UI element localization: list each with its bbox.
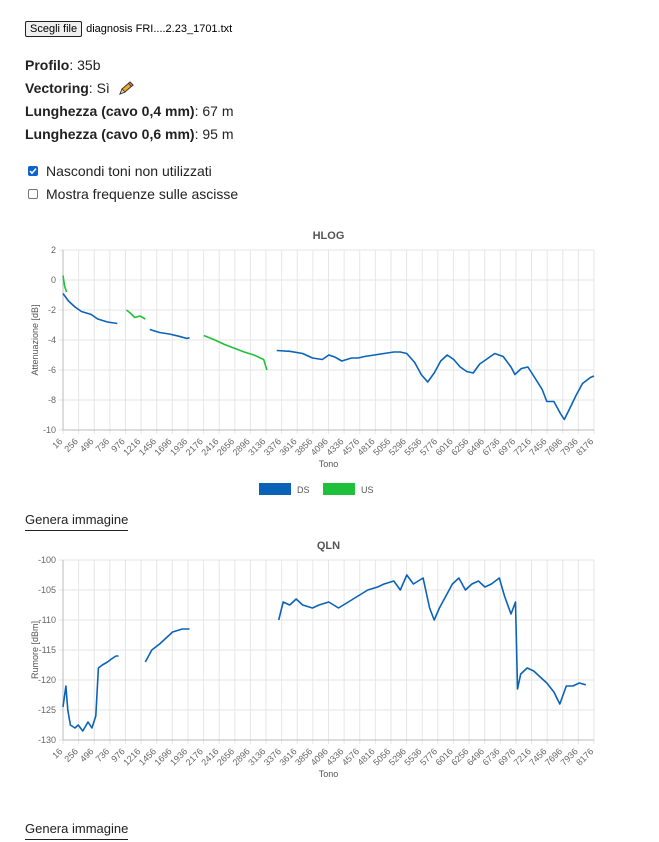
x-axis-label: Tono — [319, 769, 339, 779]
chart-title: QLN — [317, 540, 340, 552]
vectoring-info: Vectoring: Sì — [25, 80, 134, 96]
profile-value: 35b — [77, 57, 101, 73]
show-frequencies-option[interactable]: Mostra frequenze sulle ascisse — [28, 186, 238, 202]
file-picker: Scegli file diagnosis FRI....2.23_1701.t… — [25, 21, 232, 37]
y-tick-label: -6 — [48, 365, 56, 375]
length-04-label: Lunghezza (cavo 0,4 mm) — [25, 103, 195, 119]
length-06-info: Lunghezza (cavo 0,6 mm): 95 m — [25, 126, 234, 142]
legend-label-ds: DS — [297, 485, 310, 495]
show-frequencies-label: Mostra frequenze sulle ascisse — [46, 186, 239, 202]
vectoring-label: Vectoring — [25, 80, 89, 96]
x-tick-label: 736 — [94, 436, 112, 454]
x-tick-label: 496 — [78, 746, 96, 764]
hide-unused-tones-checkbox[interactable] — [28, 166, 38, 176]
y-axis-label: Attenuazione [dB] — [30, 304, 40, 375]
y-tick-label: -8 — [48, 395, 56, 405]
pencil-icon — [118, 81, 134, 95]
y-tick-label: 2 — [51, 245, 56, 255]
y-tick-label: -130 — [38, 735, 56, 745]
ds-series-line — [276, 349, 595, 421]
y-tick-label: -115 — [39, 645, 56, 655]
y-tick-label: -105 — [38, 585, 56, 595]
y-tick-label: -100 — [38, 555, 56, 565]
y-tick-label: -10 — [43, 425, 56, 435]
y-tick-label: -120 — [38, 675, 56, 685]
ds-series-line — [62, 293, 118, 325]
y-tick-label: -125 — [38, 705, 56, 715]
qln-series-line — [277, 574, 587, 705]
generate-image-button-hlog[interactable]: Genera immagine — [25, 512, 129, 531]
length-06-value: 95 m — [202, 126, 234, 142]
y-tick-label: 0 — [51, 275, 56, 285]
x-tick-label: 256 — [62, 746, 80, 764]
x-axis-label: Tono — [319, 459, 339, 469]
vectoring-value: Sì — [96, 80, 110, 96]
legend-swatch-us — [323, 483, 355, 495]
x-tick-label: 16 — [50, 746, 64, 760]
us-series-line — [125, 309, 146, 320]
x-tick-label: 256 — [62, 436, 80, 454]
us-series-line — [203, 334, 268, 371]
qln-series-line — [144, 628, 190, 663]
y-tick-label: -110 — [39, 615, 56, 625]
x-tick-label: 8176 — [574, 746, 595, 767]
qln-series-line — [62, 655, 119, 732]
y-tick-label: -2 — [48, 305, 56, 315]
length-04-value: 67 m — [202, 103, 234, 119]
length-06-label: Lunghezza (cavo 0,6 mm) — [25, 126, 195, 142]
profile-label: Profilo — [25, 57, 70, 73]
y-axis-label: Rumore [dBm] — [30, 621, 40, 679]
show-frequencies-checkbox[interactable] — [28, 189, 38, 199]
selected-file-name: diagnosis FRI....2.23_1701.txt — [86, 23, 233, 35]
profile-info: Profilo: 35b — [25, 57, 101, 73]
hide-unused-tones-label: Nascondi toni non utilizzati — [46, 163, 212, 179]
x-tick-label: 736 — [94, 746, 112, 764]
hide-unused-tones-option[interactable]: Nascondi toni non utilizzati — [28, 163, 212, 179]
ds-series-line — [149, 328, 190, 340]
choose-file-button[interactable]: Scegli file — [25, 21, 83, 37]
x-tick-label: 8176 — [574, 436, 595, 457]
chart-title: HLOG — [313, 230, 345, 242]
us-series-line — [62, 275, 68, 293]
length-04-info: Lunghezza (cavo 0,4 mm): 67 m — [25, 103, 234, 119]
generate-image-button-qln[interactable]: Genera immagine — [25, 821, 129, 840]
x-tick-label: 16 — [50, 436, 64, 450]
qln-chart: QLN1625649673697612161456169619362176241… — [30, 540, 595, 779]
legend-swatch-ds — [259, 483, 291, 495]
y-tick-label: -4 — [48, 335, 56, 345]
legend-label-us: US — [361, 485, 374, 495]
hlog-chart: HLOG162564967369761216145616961936217624… — [30, 230, 595, 495]
x-tick-label: 496 — [78, 436, 96, 454]
